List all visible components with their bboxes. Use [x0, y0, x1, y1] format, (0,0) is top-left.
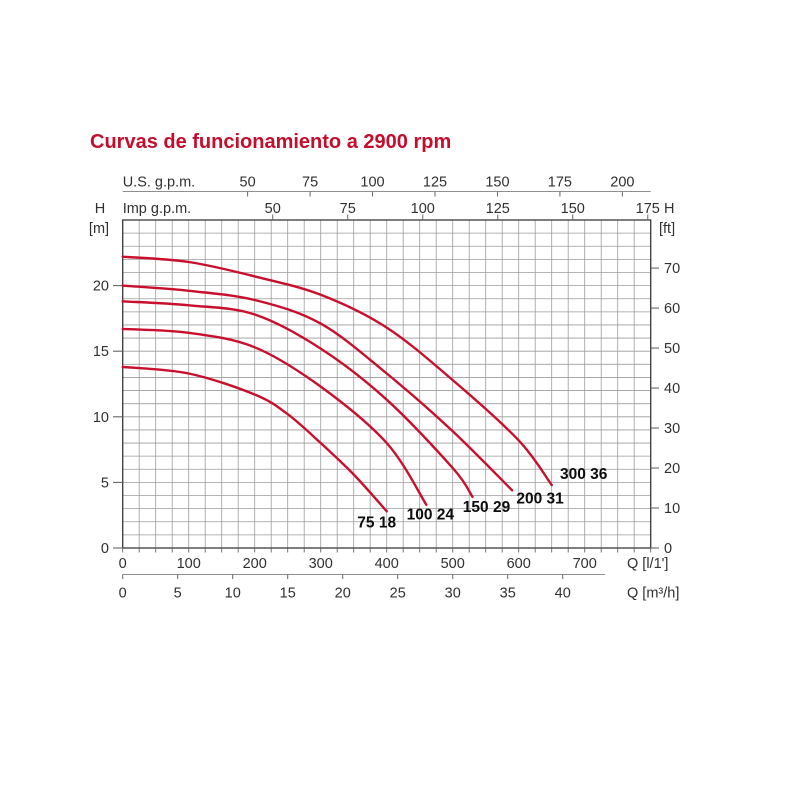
right-axis-tick-label: 60: [664, 301, 680, 317]
right-axis-tick-label: 10: [664, 501, 680, 517]
us-gpm-tick-label: 75: [302, 175, 318, 191]
us-gpm-axis-title: U.S. g.p.m.: [123, 175, 196, 191]
lpm-tick-label: 500: [441, 556, 465, 572]
imp-gpm-tick-label: 100: [411, 201, 435, 217]
m3h-tick-label: 20: [335, 586, 351, 602]
m3h-tick-label: 5: [174, 586, 182, 602]
curve-300-36: [121, 255, 553, 487]
axis-top-imp-gpm: Imp g.p.m. 50 75 100 125 150 175: [123, 201, 660, 220]
imp-gpm-tick-label: 75: [340, 201, 356, 217]
curve-label-100-24: 100 24: [407, 507, 455, 524]
right-axis-tick-label: 30: [664, 421, 680, 437]
grid: [122, 219, 652, 549]
imp-gpm-tick-label: 175: [636, 201, 660, 217]
m3h-tick-label: 10: [225, 586, 241, 602]
right-axis-tick-label: 70: [664, 261, 680, 277]
left-axis-unit-label: [m]: [89, 221, 109, 237]
imp-gpm-tick-label: 50: [265, 201, 281, 217]
left-axis-tick-label: 5: [101, 475, 109, 491]
lpm-tick-label: 600: [507, 556, 531, 572]
m3h-tick-label: 40: [555, 586, 571, 602]
m3h-tick-label: 0: [119, 586, 127, 602]
m3h-tick-label: 25: [390, 586, 406, 602]
curve-200-31: [121, 284, 514, 492]
us-gpm-tick-label: 150: [485, 175, 509, 191]
curve-label-300-36: 300 36: [560, 466, 608, 483]
lpm-tick-label: 100: [177, 556, 201, 572]
left-axis-tick-label: 15: [93, 344, 109, 360]
us-gpm-tick-label: 175: [548, 175, 572, 191]
right-axis-tick-label: 50: [664, 341, 680, 357]
right-axis-tick-label: 20: [664, 461, 680, 477]
curve-150-29: [121, 300, 474, 498]
us-gpm-tick-label: 50: [240, 175, 256, 191]
axis-bottom-m3h: 0 5 10 15 20 25 30 35 40 Q [m³/h]: [119, 574, 679, 602]
left-axis-h-label: H: [95, 201, 105, 217]
lpm-axis-title: Q [l/1']: [627, 556, 668, 572]
imp-gpm-tick-label: 125: [486, 201, 510, 217]
pump-curves: 75 18 100 24 150 29 200 31 300 36: [121, 255, 608, 531]
left-axis-tick-label: 0: [101, 541, 109, 557]
curve-label-75-18: 75 18: [357, 514, 396, 531]
lpm-tick-label: 400: [375, 556, 399, 572]
axis-right-feet: H [ft] 0 10 20 30 40 50 60 70: [650, 201, 680, 557]
right-axis-tick-label: 40: [664, 381, 680, 397]
imp-gpm-tick-label: 150: [561, 201, 585, 217]
axis-top-us-gpm: U.S. g.p.m. 50 75 100 125 150 175 200: [122, 175, 651, 197]
curve-100-24: [121, 327, 428, 506]
lpm-tick-label: 300: [309, 556, 333, 572]
left-axis-tick-label: 10: [93, 410, 109, 426]
lpm-tick-label: 0: [119, 556, 127, 572]
us-gpm-tick-label: 125: [423, 175, 447, 191]
left-axis-tick-label: 20: [93, 279, 109, 295]
curve-75-18: [121, 365, 388, 513]
m3h-axis-title: Q [m³/h]: [627, 586, 679, 602]
lpm-tick-label: 200: [243, 556, 267, 572]
right-axis-tick-label: 0: [664, 541, 672, 557]
curve-label-200-31: 200 31: [516, 490, 564, 507]
imp-gpm-axis-title: Imp g.p.m.: [123, 201, 192, 217]
m3h-tick-label: 15: [280, 586, 296, 602]
right-axis-unit-label: [ft]: [659, 221, 675, 237]
us-gpm-tick-label: 200: [610, 175, 634, 191]
axis-left-meters: H [m] 0 5 10 15 20: [89, 201, 123, 557]
right-axis-h-label: H: [664, 201, 674, 217]
m3h-tick-label: 30: [445, 586, 461, 602]
m3h-tick-label: 35: [500, 586, 516, 602]
axis-bottom-lpm: 0 100 200 300 400 500 600 700 Q [l/1']: [119, 548, 668, 572]
lpm-tick-label: 700: [573, 556, 597, 572]
chart-title: Curvas de funcionamiento a 2900 rpm: [90, 131, 452, 153]
us-gpm-tick-label: 100: [360, 175, 384, 191]
curve-label-150-29: 150 29: [463, 499, 511, 516]
